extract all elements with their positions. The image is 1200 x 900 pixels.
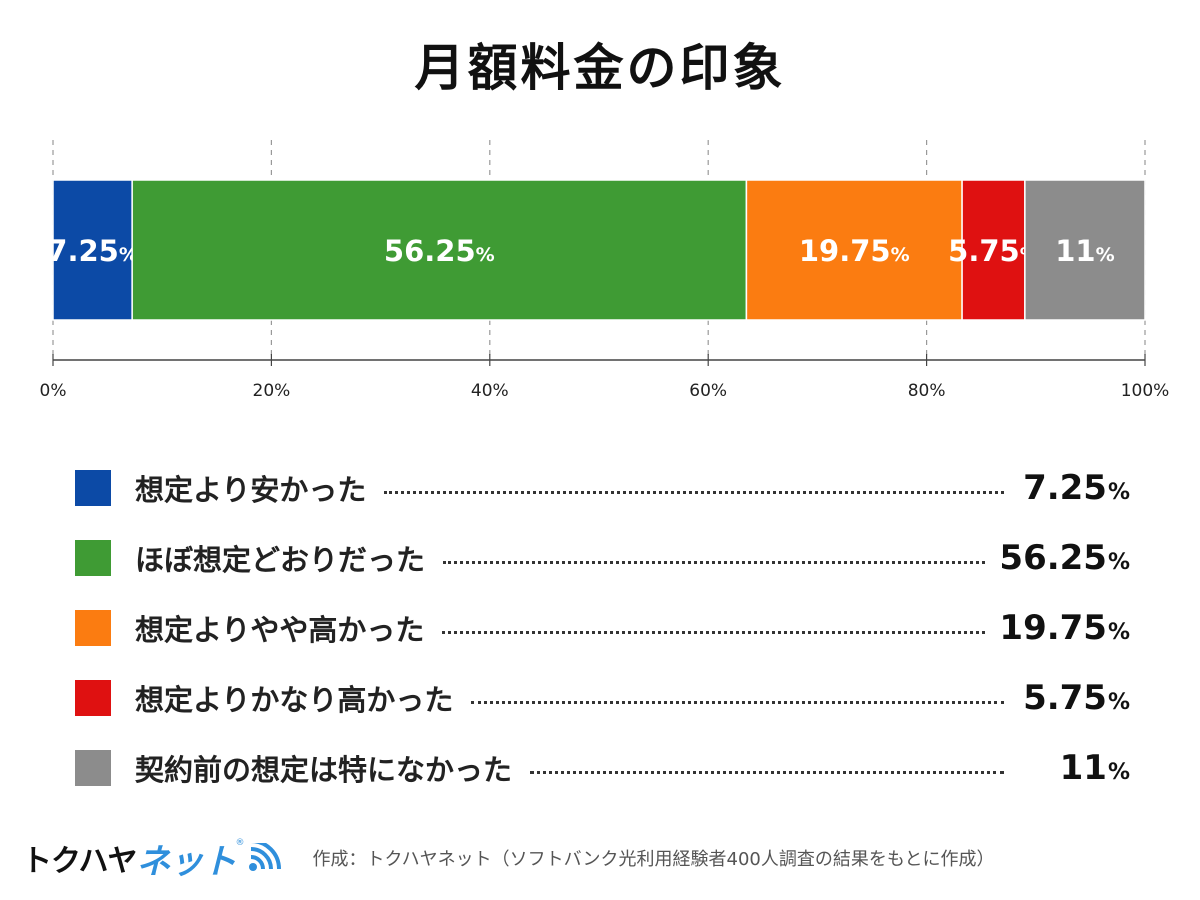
- legend-swatch: [75, 470, 111, 506]
- legend-label: 想定よりやや高かった: [135, 613, 425, 647]
- legend-value-unit: %: [1107, 480, 1130, 505]
- footer: トクハヤ ネット ® 作成：トクハヤネット（ソフトバンク光利用経験者400人調査…: [22, 832, 995, 884]
- chart-title: 月額料金の印象: [414, 39, 786, 97]
- x-tick-label: 100%: [1121, 381, 1170, 401]
- legend-value: 56.25%: [999, 538, 1130, 578]
- data-label: 19.75%: [799, 234, 910, 268]
- dotted-leader: [442, 630, 986, 634]
- stacked-bar-chart: 0%20%40%60%80%100%7.25%56.25%19.75%5.75%…: [40, 140, 1170, 401]
- legend-value-unit: %: [1107, 690, 1130, 715]
- legend-value: 5.75%: [1018, 678, 1130, 718]
- bar-segment: [131, 179, 748, 321]
- dotted-leader: [530, 770, 1004, 774]
- legend-label: 契約前の想定は特になかった: [135, 753, 513, 787]
- legend-label: 想定よりかなり高かった: [135, 683, 454, 717]
- legend-swatch: [75, 750, 111, 786]
- legend-swatch: [75, 680, 111, 716]
- data-label: 7.25%: [47, 234, 138, 268]
- dotted-leader: [471, 700, 1004, 704]
- source-credit: 作成：トクハヤネット（ソフトバンク光利用経験者400人調査の結果をもとに作成）: [312, 849, 995, 870]
- logo-main-text: トクハヤ: [22, 844, 137, 879]
- legend-label: ほぼ想定どおりだった: [135, 543, 426, 577]
- legend-value-unit: %: [1107, 760, 1130, 785]
- x-tick-label: 60%: [689, 381, 727, 401]
- legend-value-number: 19.75: [999, 608, 1107, 648]
- logo-accent-text: ネット: [136, 841, 237, 882]
- data-label: 56.25%: [384, 234, 495, 268]
- legend-value-number: 11: [1059, 748, 1107, 788]
- legend-item: 想定より安かった 7.25%: [75, 453, 1130, 523]
- legend-label: 想定より安かった: [135, 473, 367, 507]
- bar-segment: [1024, 179, 1146, 321]
- x-tick-label: 0%: [40, 381, 67, 401]
- legend-value: 19.75%: [999, 608, 1130, 648]
- bar-segment: [52, 179, 133, 321]
- legend-value-number: 5.75: [1023, 678, 1107, 718]
- brand-logo: トクハヤ ネット ®: [22, 834, 283, 883]
- data-label: 11%: [1055, 234, 1114, 268]
- legend-value-number: 7.25: [1023, 468, 1107, 508]
- legend-value-number: 56.25: [999, 538, 1107, 578]
- x-tick-label: 40%: [471, 381, 509, 401]
- legend-item: ほぼ想定どおりだった 56.25%: [75, 523, 1130, 593]
- bar-segment: [961, 179, 1026, 321]
- legend-item: 契約前の想定は特になかった 11%: [75, 733, 1130, 803]
- dotted-leader: [443, 560, 986, 564]
- legend-item: 想定よりかなり高かった 5.75%: [75, 663, 1130, 733]
- legend-item: 想定よりやや高かった 19.75%: [75, 593, 1130, 663]
- x-tick-label: 20%: [253, 381, 291, 401]
- legend-value-unit: %: [1107, 620, 1130, 645]
- legend-swatch: [75, 610, 111, 646]
- legend-value: 11%: [1018, 748, 1130, 788]
- legend-value: 7.25%: [1018, 468, 1130, 508]
- legend-value-unit: %: [1107, 550, 1130, 575]
- bar-segment: [745, 179, 963, 321]
- registered-mark: ®: [235, 837, 245, 848]
- legend-swatch: [75, 540, 111, 576]
- wifi-icon: [248, 843, 281, 871]
- legend: 想定より安かった 7.25% ほぼ想定どおりだった 56.25% 想定よりやや高かった 1…: [75, 453, 1130, 803]
- dotted-leader: [384, 490, 1004, 494]
- x-tick-label: 80%: [908, 381, 946, 401]
